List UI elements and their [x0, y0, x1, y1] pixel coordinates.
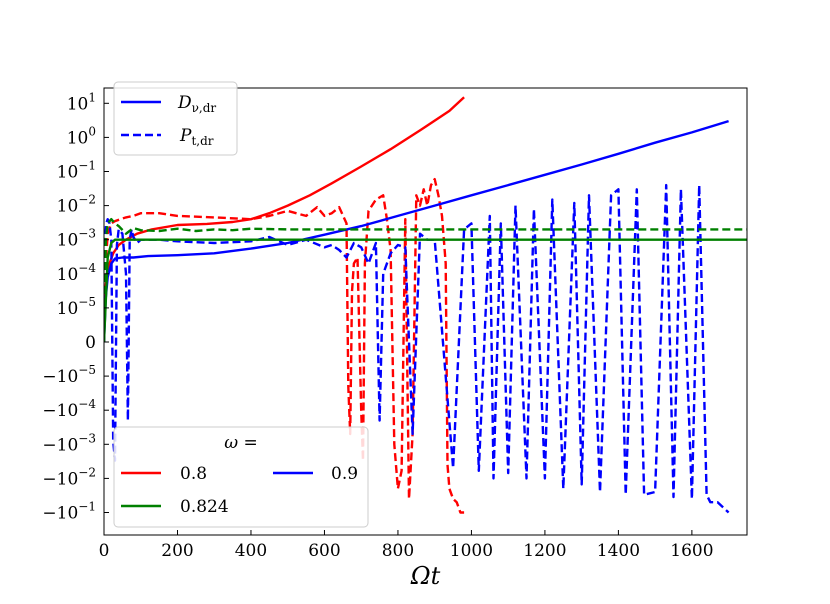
- x-tick-label: 200: [161, 541, 193, 561]
- x-tick-label: 1000: [450, 541, 493, 561]
- y-tick-label: 100: [67, 124, 96, 148]
- y-tick-label: 10−2: [57, 193, 96, 217]
- y-tick-label: 101: [67, 90, 96, 114]
- x-tick-label: 1600: [670, 541, 713, 561]
- y-tick-label: −10−4: [42, 397, 96, 421]
- y-tick-label: −10−3: [42, 431, 96, 455]
- series-line-3: [104, 183, 730, 514]
- x-tick-label: 400: [235, 541, 267, 561]
- legend-omega-label-0.9: 0.9: [331, 464, 358, 484]
- legend-entry-P: Pt,dr: [179, 126, 214, 148]
- plot-series: [104, 96, 747, 514]
- plot-frame: [103, 87, 748, 536]
- y-tick-label: 10−1: [57, 159, 96, 183]
- series-line-1: [104, 177, 465, 514]
- legend-omega-box: [113, 426, 369, 528]
- y-tick-label: 10−5: [57, 295, 96, 319]
- y-tick-label: −10−5: [42, 363, 96, 387]
- x-tick-label: 1400: [597, 541, 640, 561]
- legend-entry-D: Dν,dr: [177, 93, 216, 115]
- legend-omega-title: ω =: [224, 433, 258, 453]
- x-tick-label: 800: [382, 541, 414, 561]
- legend-style-box: [113, 81, 238, 156]
- y-tick-label: −10−1: [42, 500, 96, 524]
- legend-style: Dν,dr Pt,dr: [113, 81, 238, 156]
- y-tick-label: 10−4: [57, 261, 97, 285]
- x-tick-label: 600: [308, 541, 340, 561]
- series-line-5: [104, 217, 747, 343]
- x-tick-label: 1200: [523, 541, 566, 561]
- y-tick-label: 10−3: [57, 227, 96, 251]
- legend-omega: ω = 0.8 0.9 0.824: [113, 426, 369, 528]
- series-line-4: [104, 238, 747, 343]
- legend-omega-label-0.8: 0.8: [180, 464, 207, 484]
- y-tick-label: 0: [85, 333, 96, 353]
- x-tick-label: 0: [99, 541, 110, 561]
- y-tick-label: −10−2: [42, 465, 96, 489]
- legend-omega-label-0.824: 0.824: [180, 497, 229, 517]
- axis-ticks: 0 200 400 600 800 1000 1200 1400 1600 101 100 10−1 1…: [42, 90, 713, 561]
- x-axis-label: Ωt: [410, 562, 441, 590]
